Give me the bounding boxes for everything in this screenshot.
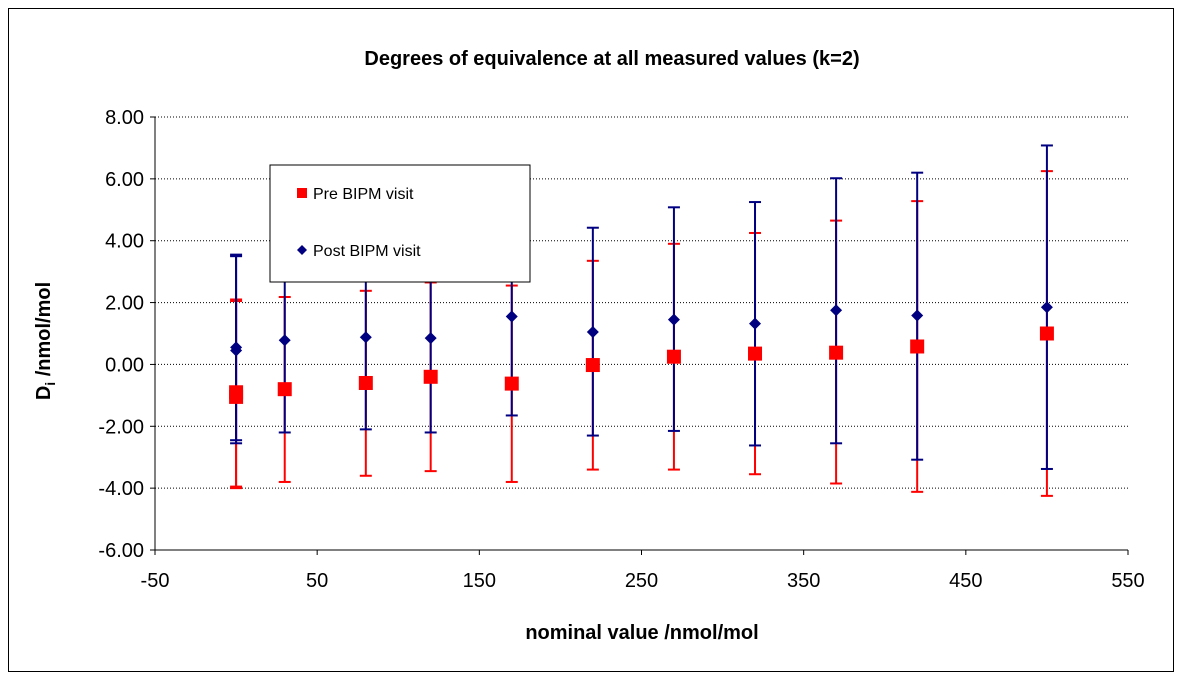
data-point-square [278,382,292,396]
y-axis-title-main: D [33,386,55,400]
data-point-square [910,339,924,353]
data-point-diamond [830,304,842,316]
y-tick-label: -4.00 [98,478,144,500]
data-point-diamond [587,326,599,338]
x-tick-label: 550 [1111,570,1144,592]
y-tick-label: 0.00 [105,354,144,376]
y-axis-title: Di /nmol/mol [33,282,58,400]
data-point-square [829,346,843,360]
x-axis-title: nominal value /nmol/mol [525,622,758,644]
x-tick-label: 250 [625,570,658,592]
legend-label-post: Post BIPM visit [313,243,421,260]
legend-box [270,165,530,282]
data-point-square [359,376,373,390]
data-point-square [1040,327,1054,341]
data-point-square [586,358,600,372]
x-tick-label: 450 [949,570,982,592]
legend-square-marker [297,188,307,198]
tick-labels: -6.00 -4.00 -2.00 0.00 2.00 4.00 6.00 8.00 -50 50… [98,107,1144,592]
data-point-diamond [668,314,680,326]
data-point-diamond [749,318,761,330]
y-tick-label: -2.00 [98,416,144,438]
data-point-square [424,370,438,384]
chart-title: Degrees of equivalence at all measured v… [364,48,859,70]
data-point-square [667,350,681,364]
y-axis-title-rest: /nmol/mol [33,282,55,382]
x-tick-label: -50 [141,570,170,592]
y-tick-label: -6.00 [98,540,144,562]
data-point-square [748,347,762,361]
y-tick-label: 4.00 [105,231,144,253]
x-tick-label: 350 [787,570,820,592]
y-tick-label: 2.00 [105,293,144,315]
data-point-square [505,377,519,391]
data-point-diamond [279,334,291,346]
y-tick-label: 6.00 [105,169,144,191]
data-point-diamond [425,332,437,344]
data-point-diamond [506,310,518,322]
legend-label-pre: Pre BIPM visit [313,186,414,203]
legend: Pre BIPM visit Post BIPM visit [270,165,530,282]
data-point-diamond [1041,301,1053,313]
x-tick-label: 150 [463,570,496,592]
x-tick-label: 50 [306,570,328,592]
data-markers [229,301,1054,404]
data-point-diamond [360,331,372,343]
data-point-square [229,390,243,404]
data-point-diamond [911,310,923,322]
y-tick-label: 8.00 [105,107,144,129]
